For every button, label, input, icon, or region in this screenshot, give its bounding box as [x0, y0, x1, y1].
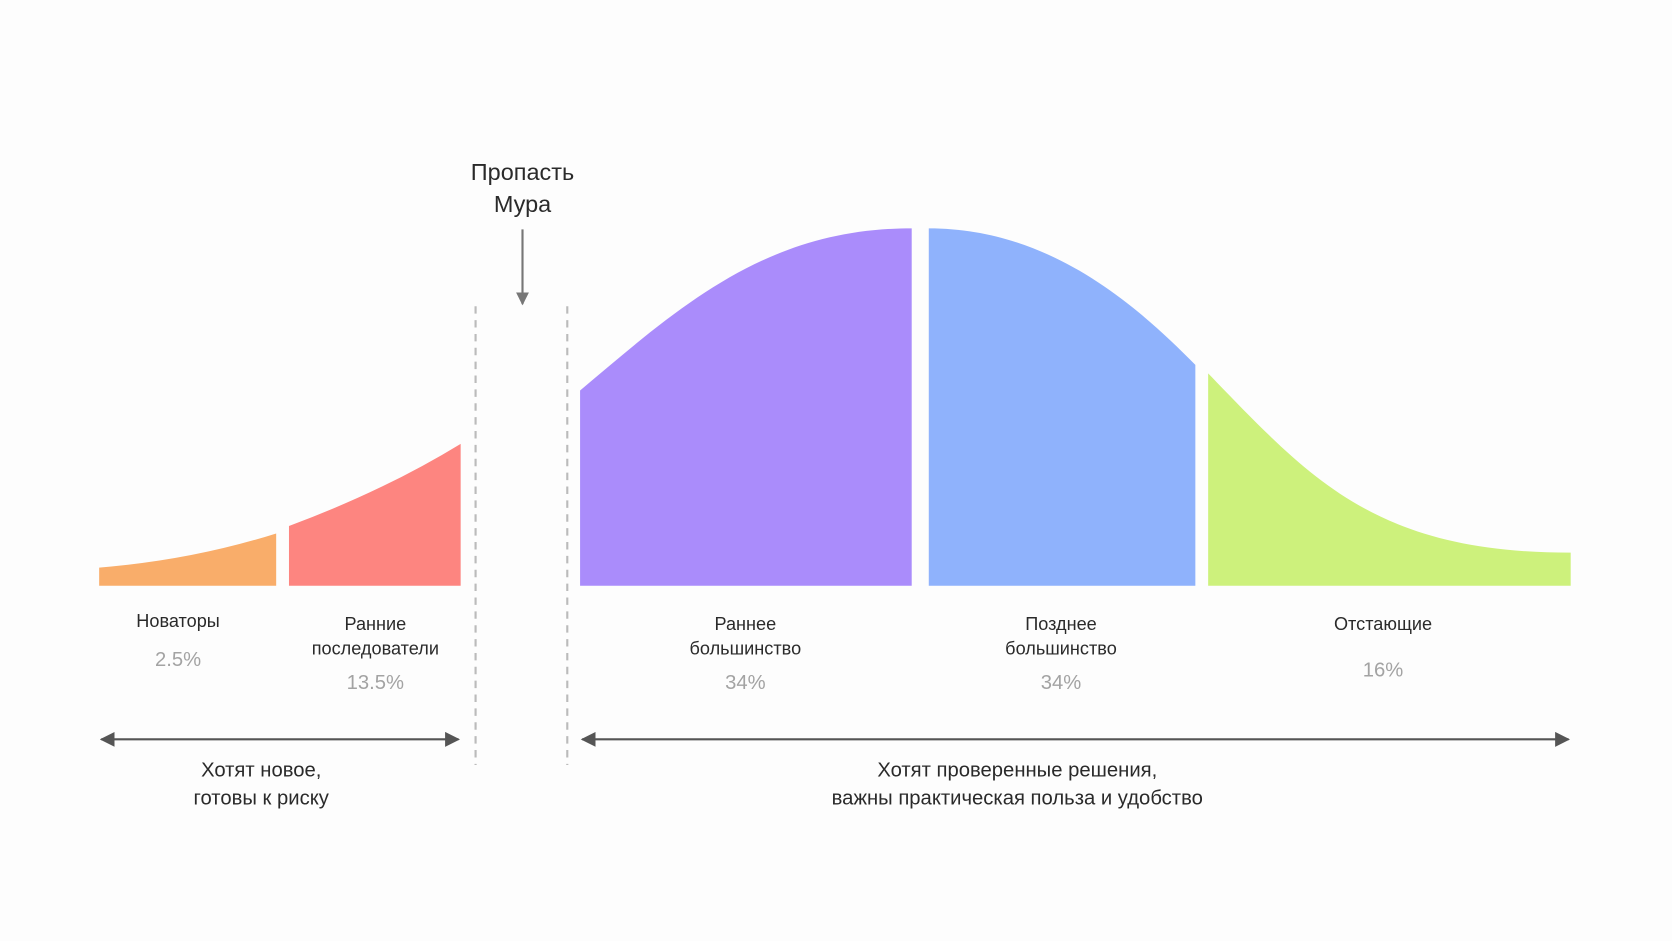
late-majority-area: [928, 228, 1196, 586]
group-caption: Хотят новое,: [201, 760, 321, 782]
segment-label: Новаторы: [136, 611, 220, 631]
segment-label: Позднее: [1025, 614, 1097, 634]
early-adopters-area: [288, 443, 461, 586]
early-majority-area: [580, 228, 912, 586]
segment-label: последователи: [312, 639, 439, 659]
segment-share: 34%: [725, 672, 766, 694]
group-caption: Хотят проверенные решения,: [877, 760, 1157, 782]
segment-share: 2.5%: [155, 649, 201, 671]
segment-label: большинство: [690, 639, 802, 659]
laggards-area: [1208, 373, 1571, 586]
innovators-area: [99, 533, 277, 586]
group-caption: важны практическая польза и удобство: [832, 787, 1203, 809]
segment-label: большинство: [1005, 639, 1117, 659]
segment-label: Ранние: [344, 614, 406, 634]
group-caption: готовы к риску: [194, 787, 330, 809]
segment-share: 13.5%: [347, 672, 404, 694]
chasm-title: Пропасть: [471, 159, 574, 185]
segment-share: 34%: [1041, 672, 1082, 694]
segment-share: 16%: [1363, 659, 1404, 681]
segment-label: Отстающие: [1334, 614, 1432, 634]
segment-label: Раннее: [714, 614, 776, 634]
chasm-title: Мура: [494, 191, 552, 217]
